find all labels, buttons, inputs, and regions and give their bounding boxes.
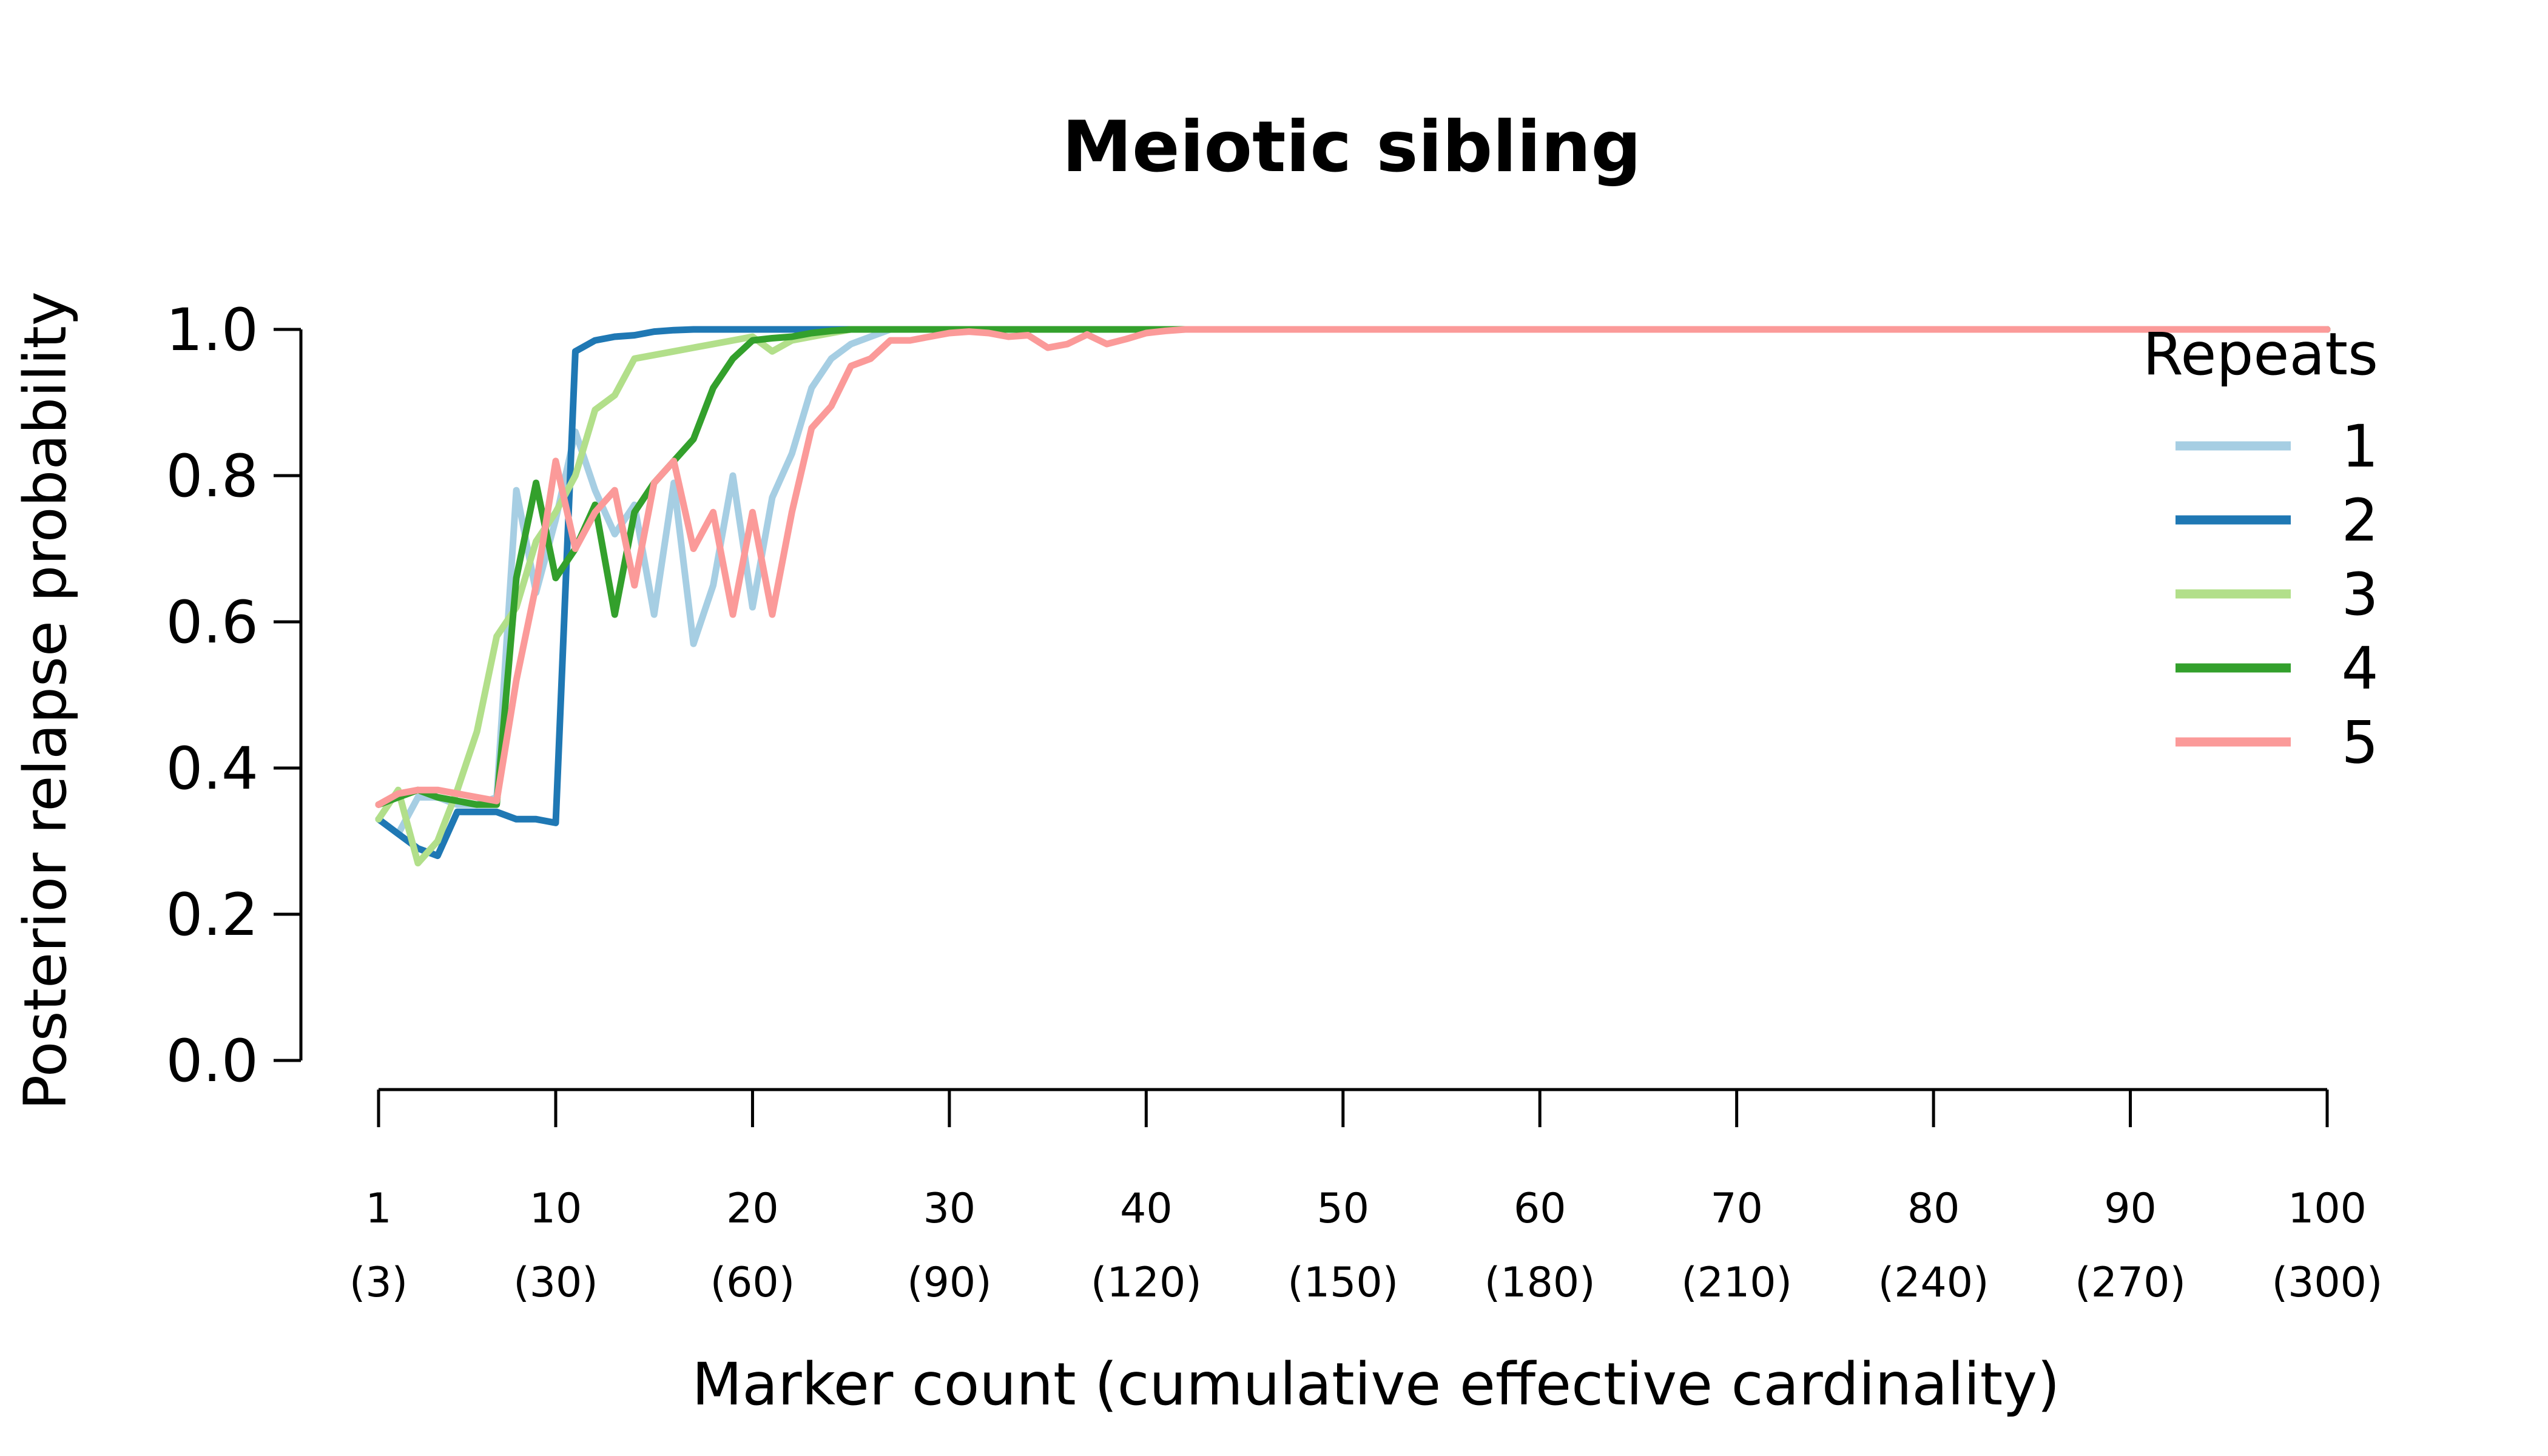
legend-label-3: 3: [2341, 561, 2378, 629]
y-tick-label: 0.6: [166, 588, 258, 656]
x-tick-label: 90: [2104, 1185, 2157, 1233]
x-tick-label: 40: [1120, 1185, 1173, 1233]
series-2-line: [375, 326, 2331, 860]
x-tick-label: 30: [923, 1185, 976, 1233]
y-tick-label: 0.2: [166, 881, 258, 949]
legend-label-2: 2: [2341, 487, 2378, 554]
legend: Repeats 1 2 345: [2143, 320, 2379, 777]
x-tick-label: 60: [1514, 1185, 1566, 1233]
y-tick-label: 0.4: [166, 735, 258, 803]
x-tick-sublabel: (3): [349, 1259, 408, 1307]
x-tick-sublabel: (300): [2272, 1259, 2383, 1307]
x-axis-label: Marker count (cumulative effective cardi…: [692, 1350, 2060, 1418]
x-tick-sublabel: (120): [1091, 1259, 1202, 1307]
x-tick-label: 70: [1710, 1185, 1763, 1233]
series-3-line: [375, 326, 2331, 867]
chart-title: Meiotic sibling: [1062, 106, 1642, 188]
legend-items: 1 2 345: [2176, 413, 2379, 777]
x-tick-label: 1: [365, 1185, 391, 1233]
series-1-line: [375, 326, 2331, 837]
y-axis-label: Posterior relapse probability: [12, 291, 79, 1110]
x-axis: 1 (3) 10 (30) 20 (60) 30 (90) 40 (120) 50 (150) 60 (1…: [349, 1088, 2383, 1307]
series-4-line: [375, 326, 2331, 808]
y-tick-label: 1.0: [166, 296, 258, 364]
series-lines: [375, 326, 2331, 867]
x-tick-sublabel: (270): [2075, 1259, 2186, 1307]
x-tick-sublabel: (240): [1878, 1259, 1989, 1307]
x-tick-sublabel: (30): [513, 1259, 598, 1307]
x-tick-label: 100: [2288, 1185, 2367, 1233]
x-tick-label: 80: [1907, 1185, 1960, 1233]
y-tick-label: 0.8: [166, 442, 258, 510]
legend-label-5: 5: [2341, 709, 2378, 777]
series-5-line: [375, 326, 2331, 808]
x-tick-label: 10: [530, 1185, 582, 1233]
x-tick-sublabel: (210): [1681, 1259, 1792, 1307]
y-tick-label: 0.0: [166, 1027, 258, 1095]
legend-title: Repeats: [2143, 320, 2378, 388]
x-tick-label: 20: [726, 1185, 779, 1233]
y-axis: 0.0 0.2 0.4 0.6 0.8 1.0: [166, 296, 303, 1095]
x-tick-sublabel: (60): [710, 1259, 795, 1307]
x-tick-sublabel: (90): [907, 1259, 992, 1307]
x-tick-sublabel: (150): [1287, 1259, 1398, 1307]
legend-label-4: 4: [2341, 635, 2378, 703]
x-tick-label: 50: [1317, 1185, 1370, 1233]
legend-label-1: 1: [2341, 413, 2378, 480]
x-tick-sublabel: (180): [1485, 1259, 1596, 1307]
